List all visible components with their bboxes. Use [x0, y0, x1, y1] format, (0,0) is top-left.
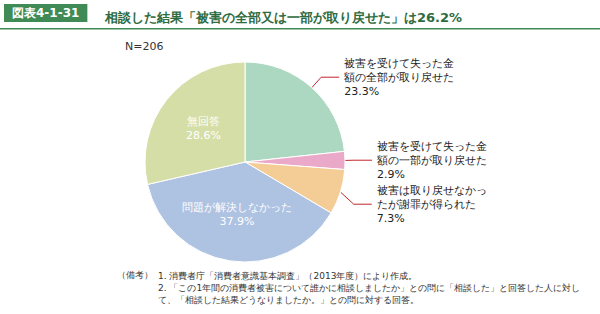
- svg-text:被害を受けて失った金: 被害を受けて失った金: [344, 57, 454, 70]
- svg-text:て、「相談した結果どうなりましたか。」との問に対する回答。: て、「相談した結果どうなりましたか。」との問に対する回答。: [158, 295, 419, 305]
- svg-text:額の一部が取り戻せた: 額の一部が取り戻せた: [377, 154, 487, 167]
- svg-text:相談した結果「被害の全部又は一部が取り戻せた」は26.2%: 相談した結果「被害の全部又は一部が取り戻せた」は26.2%: [104, 10, 462, 25]
- svg-text:（備考）: （備考）: [117, 270, 153, 280]
- svg-text:37.9%: 37.9%: [219, 215, 254, 228]
- svg-text:23.3%: 23.3%: [344, 85, 379, 98]
- svg-text:被害は取り戻せなかっ: 被害は取り戻せなかっ: [377, 184, 487, 197]
- svg-text:28.6%: 28.6%: [186, 129, 221, 142]
- svg-text:N=206: N=206: [125, 40, 163, 53]
- svg-text:たが謝罪が得られた: たが謝罪が得られた: [377, 198, 476, 211]
- svg-text:7.3%: 7.3%: [377, 212, 405, 225]
- svg-text:図表4-1-31: 図表4-1-31: [12, 6, 79, 20]
- svg-text:1. 消費者庁「消費者意識基本調査」（2013年度）により作: 1. 消費者庁「消費者意識基本調査」（2013年度）により作成。: [158, 271, 417, 281]
- svg-text:額の全部が取り戻せた: 額の全部が取り戻せた: [344, 71, 454, 84]
- svg-text:問題が解決しなかった: 問題が解決しなかった: [182, 201, 292, 214]
- svg-text:2. 「この1年間の消費者被害について誰かに相談しましたか」: 2. 「この1年間の消費者被害について誰かに相談しましたか」との問に「相談した」…: [158, 283, 580, 293]
- svg-text:2.9%: 2.9%: [377, 168, 405, 181]
- svg-text:無回答: 無回答: [187, 115, 220, 128]
- svg-text:被害を受けて失った金: 被害を受けて失った金: [377, 140, 487, 153]
